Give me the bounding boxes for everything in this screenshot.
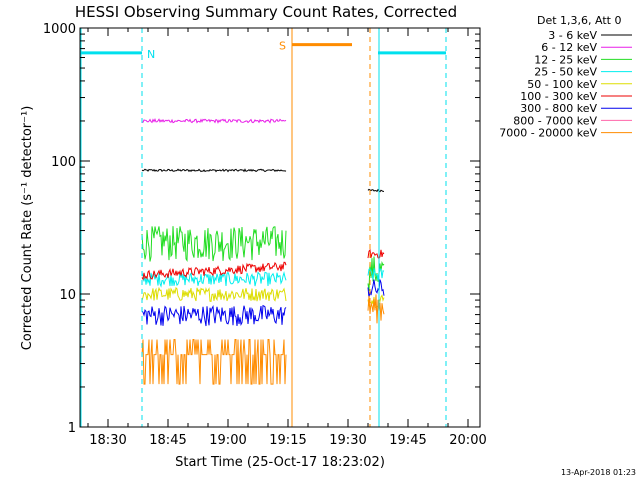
legend-label: 25 - 50 keV xyxy=(534,66,597,79)
x-tick-label: 18:30 xyxy=(89,433,126,448)
series-line xyxy=(141,168,287,173)
saa-label: S xyxy=(279,40,286,53)
series-line xyxy=(367,248,385,260)
series-line xyxy=(141,339,287,385)
x-axis-label: Start Time (25-Oct-17 18:23:02) xyxy=(175,455,385,470)
legend-label: 100 - 300 keV xyxy=(520,90,597,103)
series-line xyxy=(367,188,384,193)
footer-timestamp: 13-Apr-2018 01:23 xyxy=(561,468,636,477)
series-line xyxy=(142,118,287,124)
series-line xyxy=(141,304,287,327)
y-axis: 1 10 100 1000 xyxy=(43,22,480,436)
legend-label: 3 - 6 keV xyxy=(548,29,597,42)
data-layer xyxy=(141,118,385,385)
chart-title: HESSI Observing Summary Count Rates, Cor… xyxy=(75,3,457,21)
y-tick-label: 1000 xyxy=(43,22,76,37)
series-line xyxy=(367,256,385,291)
x-tick-label: 19:30 xyxy=(329,433,366,448)
x-tick-label: 18:45 xyxy=(149,433,186,448)
legend-label: 300 - 800 keV xyxy=(520,102,597,115)
x-axis: 18:30 18:45 19:00 19:15 19:30 19:45 20:00 xyxy=(87,28,487,448)
y-tick-label: 10 xyxy=(59,288,76,303)
x-tick-label: 19:15 xyxy=(269,433,306,448)
series-line xyxy=(367,279,385,298)
markers-layer: NS xyxy=(80,28,447,427)
series-line xyxy=(367,294,385,324)
series-line xyxy=(141,286,287,302)
series-line xyxy=(141,271,287,288)
x-tick-label: 19:00 xyxy=(209,433,246,448)
y-tick-label: 1 xyxy=(68,421,76,436)
series-line xyxy=(367,268,385,280)
legend-title: Det 1,3,6, Att 0 xyxy=(537,14,621,27)
y-tick-label: 100 xyxy=(51,155,76,170)
night-label: N xyxy=(147,48,155,61)
legend-label: 50 - 100 keV xyxy=(527,78,597,91)
plot-frame xyxy=(79,27,481,428)
y-axis-label: Corrected Count Rate (s⁻¹ detector⁻¹) xyxy=(20,106,35,351)
legend-label: 800 - 7000 keV xyxy=(513,114,597,127)
legend-label: 6 - 12 keV xyxy=(541,41,597,54)
x-tick-label: 20:00 xyxy=(449,433,486,448)
legend-label: 7000 - 20000 keV xyxy=(499,127,597,140)
x-tick-label: 19:45 xyxy=(389,433,426,448)
series-line xyxy=(141,261,287,281)
series-line xyxy=(141,226,287,262)
legend-label: 12 - 25 keV xyxy=(534,53,597,66)
